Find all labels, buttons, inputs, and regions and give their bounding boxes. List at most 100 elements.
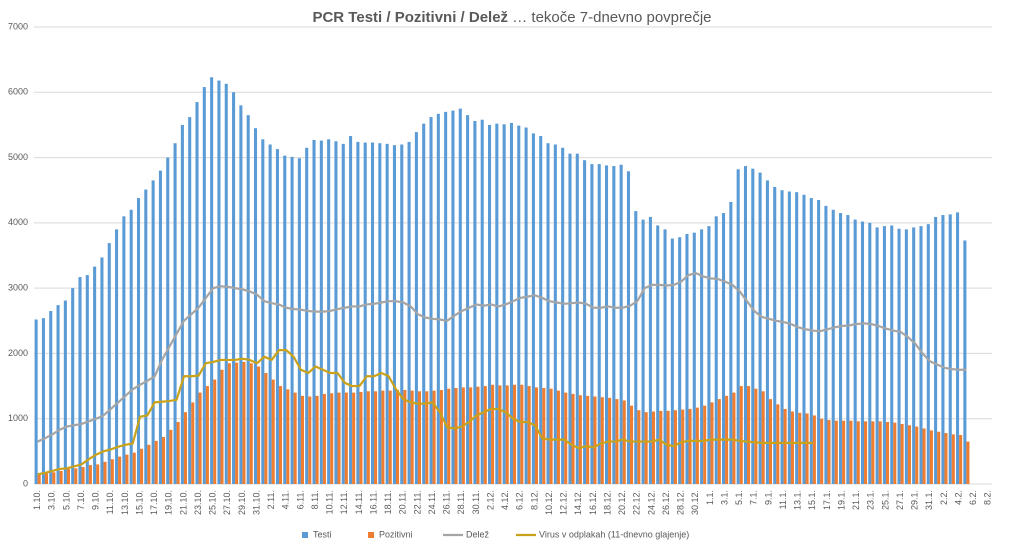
bar	[444, 111, 448, 484]
bar	[249, 363, 253, 484]
bar	[637, 410, 641, 484]
bar	[246, 115, 250, 484]
bar	[659, 410, 663, 484]
bar	[747, 386, 751, 484]
bar	[454, 388, 458, 484]
bar	[173, 143, 177, 485]
bar	[103, 461, 107, 484]
bar	[934, 216, 938, 484]
bar	[717, 399, 721, 484]
bar	[93, 266, 97, 484]
x-tick-label: 21.1.	[851, 490, 861, 510]
bar	[66, 468, 70, 484]
x-tick-label: 20.11.	[398, 490, 408, 514]
bar	[773, 186, 777, 484]
bar	[349, 136, 353, 484]
bar	[929, 430, 933, 484]
bar	[571, 393, 575, 484]
subtitle: … tekoče 7-dnevno povprečje	[512, 9, 711, 26]
x-tick-label: 17.1.	[822, 490, 832, 510]
bar	[495, 123, 499, 484]
bar	[805, 413, 809, 484]
bar	[242, 361, 246, 484]
bar	[673, 410, 677, 484]
x-tick-label: 25.10.	[208, 490, 218, 515]
bar	[517, 125, 521, 485]
x-tick-label: 23.1.	[866, 490, 876, 510]
bar	[436, 113, 440, 484]
bar	[681, 409, 685, 484]
bar	[695, 407, 699, 484]
bar	[337, 392, 341, 484]
bar	[491, 384, 495, 484]
bar	[853, 219, 857, 485]
bar	[948, 214, 952, 484]
bar	[476, 386, 480, 484]
bar	[722, 213, 726, 485]
bar	[425, 391, 429, 484]
bar	[707, 226, 711, 484]
bar	[907, 425, 911, 484]
bar	[439, 389, 443, 484]
bar	[473, 121, 477, 485]
x-tick-label: 11.1.	[778, 490, 788, 509]
bar	[937, 431, 941, 484]
x-tick-label: 23.10.	[193, 490, 203, 515]
x-tick-label: 4.12.	[500, 490, 510, 510]
bar	[176, 421, 180, 484]
bar	[180, 124, 184, 484]
x-tick-label: 2.12.	[485, 490, 495, 510]
bar	[300, 395, 304, 484]
bar	[410, 390, 414, 484]
bar	[432, 390, 436, 484]
bar	[648, 216, 652, 484]
bar	[809, 198, 813, 484]
bar	[630, 405, 634, 484]
bar	[37, 474, 41, 484]
legend-label: Testi	[313, 529, 332, 539]
bar	[147, 444, 151, 484]
bar	[96, 464, 100, 484]
bar	[798, 412, 802, 484]
bar	[235, 362, 239, 484]
bar	[912, 227, 916, 485]
bar	[363, 142, 367, 484]
x-tick-label: 26.12.	[661, 490, 671, 515]
bar	[824, 205, 828, 484]
bar	[703, 405, 707, 484]
bar	[692, 232, 696, 484]
bar	[956, 212, 960, 484]
x-tick-label: 26.11.	[442, 490, 452, 514]
bar	[758, 172, 762, 484]
x-tick-label: 5.1.	[734, 490, 744, 505]
x-tick-label: 29.1.	[910, 490, 920, 510]
bar	[534, 387, 539, 484]
bar	[765, 180, 769, 484]
legend-label: Delež	[466, 529, 490, 539]
bar	[820, 418, 824, 484]
x-tick-label: 6.12.	[515, 490, 525, 510]
bar	[451, 110, 455, 485]
bar	[768, 399, 773, 484]
bar	[904, 229, 908, 484]
x-tick-label: 22.11.	[412, 490, 422, 514]
x-tick-label: 22.12.	[632, 490, 642, 515]
x-tick-label: 1.1.	[705, 490, 715, 505]
x-tick-label: 31.10.	[251, 490, 261, 515]
x-tick-label: 24.11.	[427, 490, 437, 514]
bar	[651, 411, 656, 484]
legend-swatch	[302, 532, 308, 538]
x-tick-label: 18.11.	[383, 490, 393, 514]
legend-label: Pozitivni	[379, 529, 413, 539]
bar	[812, 415, 816, 484]
x-tick-label: 5.10.	[61, 490, 71, 510]
line	[37, 349, 813, 476]
bar	[144, 189, 148, 484]
bar	[385, 143, 389, 484]
bar	[447, 388, 451, 484]
y-tick-label: 3000	[8, 283, 28, 293]
x-tick-label: 7.10.	[76, 490, 86, 510]
bar	[122, 216, 126, 485]
bar	[549, 388, 553, 484]
